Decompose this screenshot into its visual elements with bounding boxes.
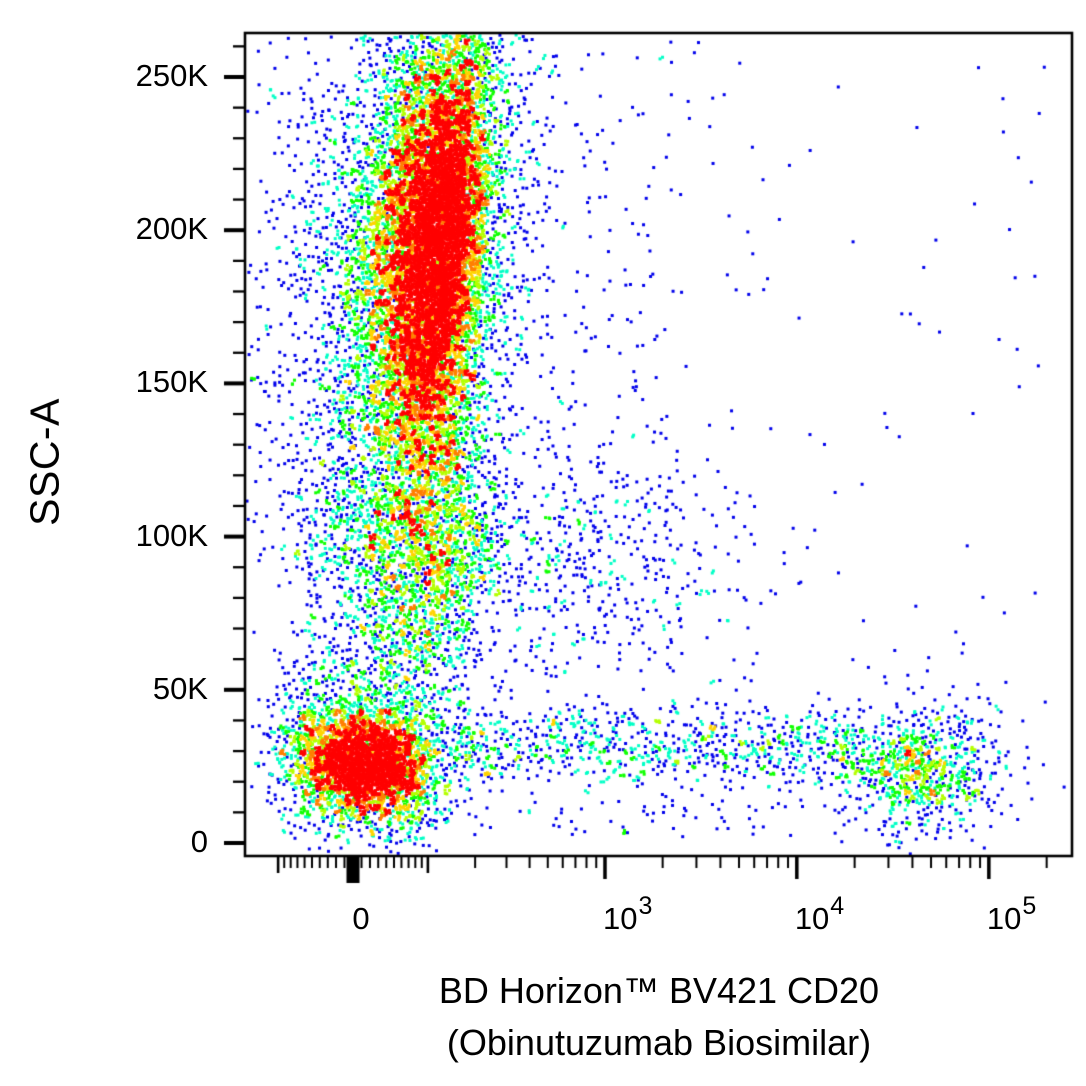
y-tick-label: 150K bbox=[135, 364, 208, 400]
x-tick-label: 104 bbox=[794, 892, 845, 936]
x-tick-label: 103 bbox=[602, 892, 653, 936]
y-tick-label: 250K bbox=[135, 58, 208, 93]
x-axis-label-line1: BD Horizon™ BV421 CD20 bbox=[438, 970, 880, 1011]
x-tick-label: 0 bbox=[352, 901, 370, 936]
y-tick-label: 200K bbox=[135, 211, 208, 247]
y-tick-label: 0 bbox=[190, 824, 208, 859]
y-axis-label: SSC-A bbox=[21, 398, 68, 526]
x-axis-label-line2: (Obinutuzumab Biosimilar) bbox=[446, 1022, 872, 1063]
y-tick-label: 50K bbox=[152, 670, 208, 706]
y-tick-label: 100K bbox=[135, 517, 208, 553]
x-tick-label: 105 bbox=[986, 892, 1037, 936]
